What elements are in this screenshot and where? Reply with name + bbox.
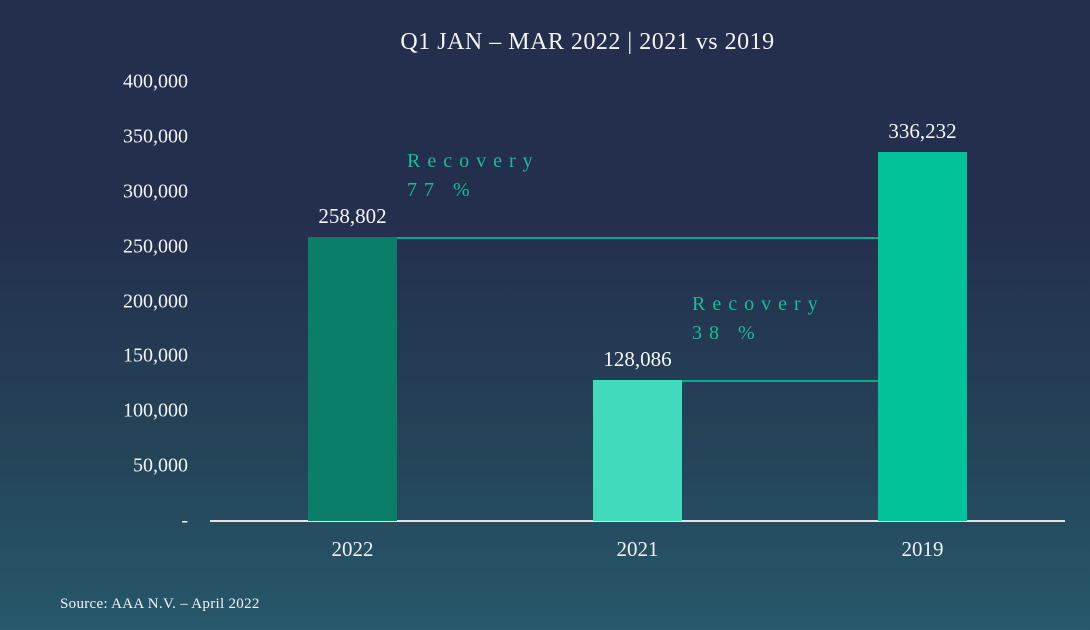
- plot-area: 258,802 2022 128,086 2021 336,232 2019 Recover…: [210, 82, 1065, 561]
- y-tick-label: 400,000: [123, 70, 188, 93]
- x-axis-line: [210, 520, 1065, 522]
- recovery-annotation: Recovery 38 %: [692, 290, 825, 348]
- y-tick-label: 150,000: [123, 344, 188, 367]
- y-tick-label: 50,000: [133, 454, 188, 477]
- recovery-annotation-line2: 77 %: [407, 178, 477, 201]
- recovery-annotation-line1: Recovery: [407, 149, 540, 172]
- y-tick-label: 200,000: [123, 290, 188, 312]
- bar-2019: [878, 152, 967, 521]
- y-tick-label: 350,000: [123, 125, 188, 148]
- y-tick-label: -: [181, 509, 188, 532]
- source-note: Source: AAA N.V. – April 2022: [60, 596, 260, 612]
- recovery-annotation-line1: Recovery: [692, 293, 825, 316]
- recovery-annotation-line2: 38 %: [692, 322, 762, 345]
- y-axis-labels: 400,000 350,000 300,000 250,000 200,000 150,0…: [50, 71, 188, 532]
- connector-line: [397, 236, 878, 239]
- bar-value-label: 336,232: [888, 119, 957, 143]
- recovery-annotation: Recovery 77 %: [407, 147, 540, 205]
- y-tick-label: 250,000: [123, 235, 188, 258]
- connector-line: [682, 380, 878, 383]
- bar-2022: [308, 236, 397, 521]
- bar-value-label: 258,802: [318, 203, 387, 228]
- x-axis-label: 2021: [616, 537, 659, 561]
- chart-title: Q1 JAN – MAR 2022 | 2021 vs 2019: [400, 29, 775, 55]
- x-axis-label: 2019: [901, 537, 944, 561]
- bar-2021: [593, 380, 682, 521]
- y-tick-label: 100,000: [123, 399, 188, 422]
- bar-value-label: 128,086: [603, 347, 672, 372]
- x-axis-label: 2022: [331, 537, 374, 561]
- y-tick-label: 300,000: [123, 180, 188, 203]
